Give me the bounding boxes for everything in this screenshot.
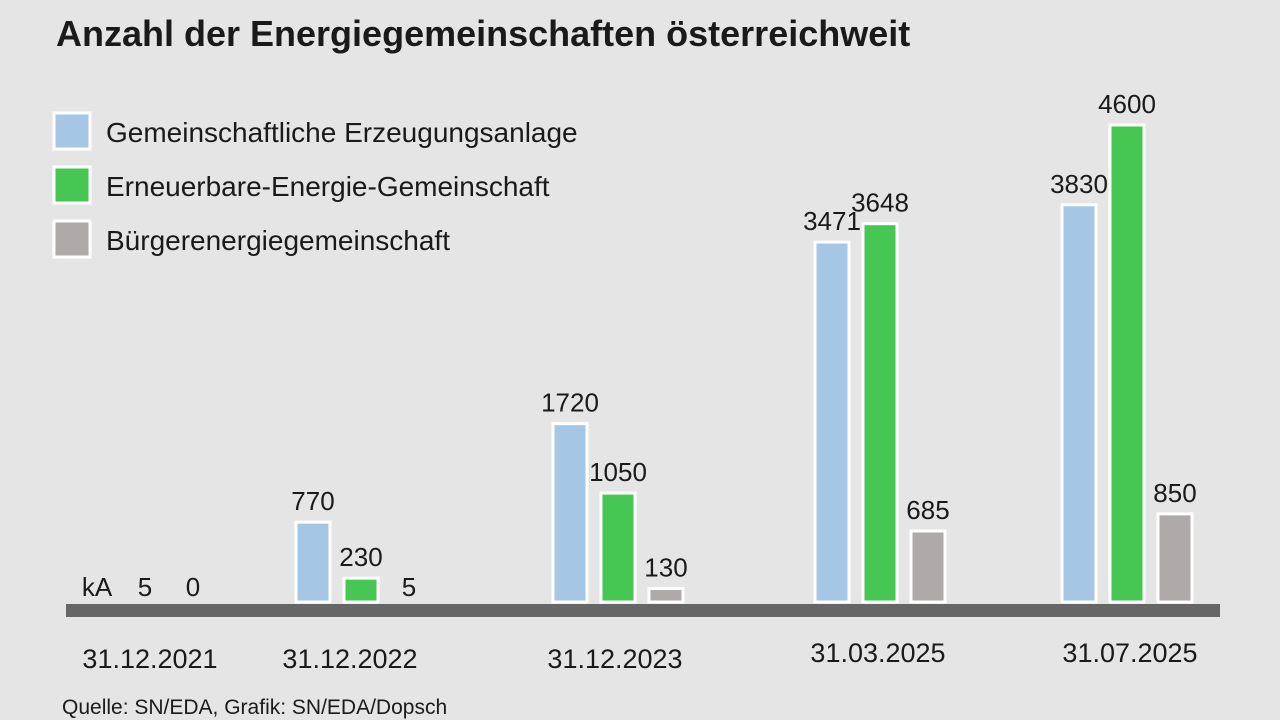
value-label-0-1: 770 [291,486,334,516]
legend-swatch-1 [52,165,92,205]
bar-0-3 [813,240,851,604]
bar-0-4 [1060,203,1098,604]
x-tick-label-0: 31.12.2021 [82,644,217,674]
baseline [66,604,1220,617]
legend-label-2: Bürgerenergiegemeinschaft [106,225,450,256]
value-label-0-0: kA [82,572,113,602]
value-labels: kA 770 1720 3471 3830 5 230 1050 3648 4600 0 5 130 68… [82,89,1197,602]
value-label-1-3: 3648 [851,188,909,218]
value-label-1-2: 1050 [589,457,647,487]
bar-1-2 [599,491,637,604]
bar-2-4 [1156,512,1194,604]
x-tick-label-3: 31.03.2025 [810,638,945,668]
value-label-0-2: 1720 [541,388,599,418]
value-label-2-1: 5 [402,572,416,602]
value-label-2-0: 0 [186,572,200,602]
value-label-0-3: 3471 [803,206,861,236]
bar-1-3 [861,222,899,604]
legend: Gemeinschaftliche Erzeugungsanlage Erneue… [52,111,578,259]
bar-2-2 [647,587,685,604]
x-tick-label-4: 31.07.2025 [1062,638,1197,668]
chart-title: Anzahl der Energiegemeinschaften österre… [56,13,910,54]
bar-2-3 [909,529,947,604]
bars [294,123,1194,604]
value-label-2-2: 130 [644,553,687,583]
legend-label-1: Erneuerbare-Energie-Gemeinschaft [106,171,550,202]
legend-swatch-0 [52,111,92,151]
source-note: Quelle: SN/EDA, Grafik: SN/EDA/Dopsch [62,696,447,719]
value-label-2-4: 850 [1153,478,1196,508]
value-label-1-4: 4600 [1098,89,1156,119]
x-axis-ticks: 31.12.2021 31.12.2022 31.12.2023 31.03.2025… [82,638,1197,674]
bar-0-1 [294,520,332,604]
legend-label-0: Gemeinschaftliche Erzeugungsanlage [106,117,578,148]
bar-1-1 [342,576,380,604]
value-label-1-0: 5 [138,572,152,602]
x-tick-label-2: 31.12.2023 [547,644,682,674]
value-label-1-1: 230 [339,542,382,572]
bar-0-2 [551,422,589,604]
value-label-0-4: 3830 [1050,169,1108,199]
value-label-2-3: 685 [906,495,949,525]
legend-swatch-2 [52,219,92,259]
x-tick-label-1: 31.12.2022 [282,644,417,674]
bar-1-4 [1108,123,1146,604]
